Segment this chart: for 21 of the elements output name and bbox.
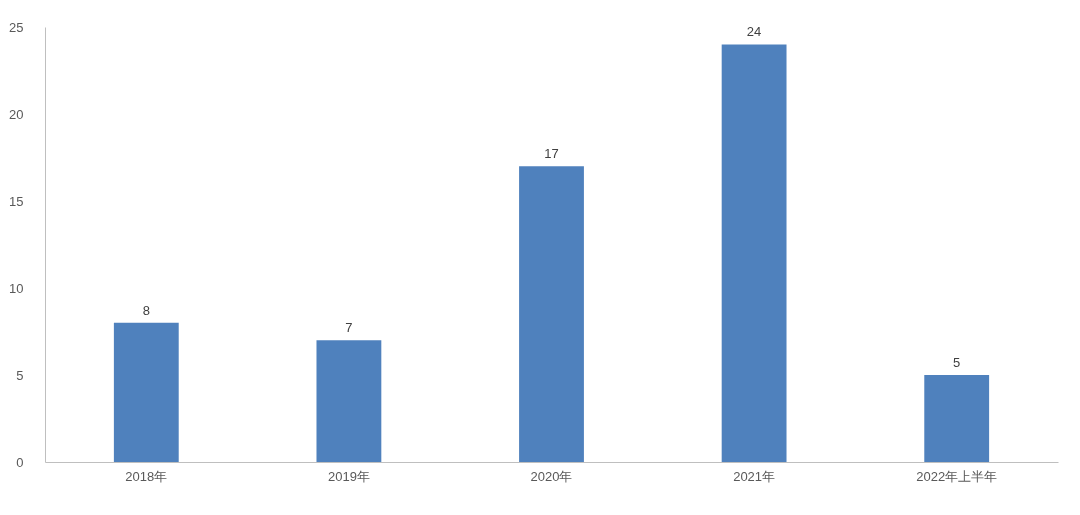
bar: [924, 375, 990, 462]
data-label: 5: [953, 355, 961, 370]
data-label: 7: [345, 320, 353, 336]
data-label: 24: [746, 24, 762, 40]
x-tick-label: 2019年: [327, 468, 370, 484]
data-label: 8: [142, 302, 150, 318]
y-tick-label: 25: [9, 19, 24, 35]
y-tick-label: 20: [9, 106, 24, 122]
x-tick-label: 2021年: [733, 468, 776, 484]
x-tick-label: 2020年: [530, 468, 573, 484]
y-tick-label: 10: [9, 280, 24, 296]
x-tick-label: 2018年: [125, 468, 168, 484]
bar: [316, 340, 382, 462]
y-tick-label: 15: [9, 193, 24, 209]
bar: [519, 166, 584, 462]
data-label: 17: [544, 146, 559, 162]
y-tick-label: 0: [16, 454, 24, 470]
bar: [721, 44, 787, 462]
y-tick-label: 5: [16, 367, 24, 383]
bar: [113, 322, 179, 462]
x-tick-label: 2022年上半年: [916, 468, 998, 484]
